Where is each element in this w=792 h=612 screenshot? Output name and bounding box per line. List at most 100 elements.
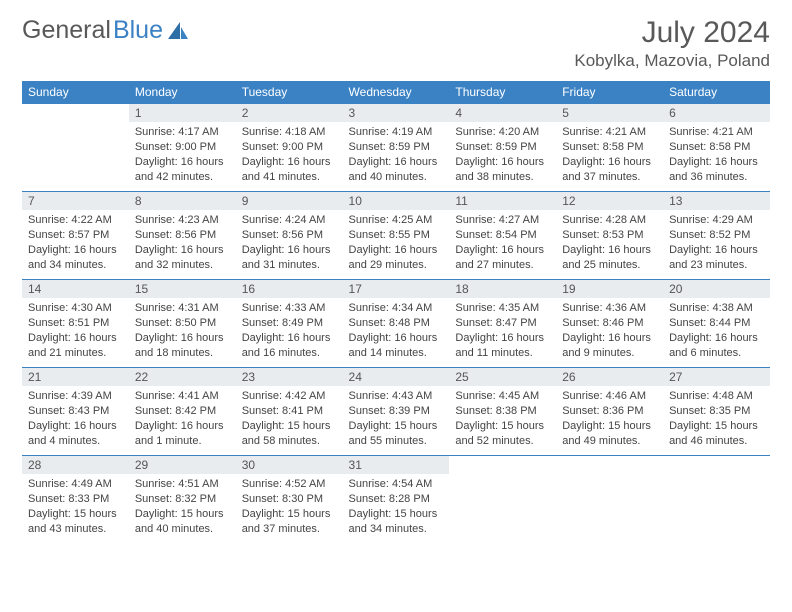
day-number: 28 (22, 455, 129, 474)
day-number: 16 (236, 279, 343, 298)
calendar-table: SundayMondayTuesdayWednesdayThursdayFrid… (22, 81, 770, 543)
daylight-line: Daylight: 16 hours and 27 minutes. (455, 243, 550, 273)
daylight-line: Daylight: 16 hours and 1 minute. (135, 419, 230, 449)
day-number: 17 (343, 279, 450, 298)
sunrise-line: Sunrise: 4:31 AM (135, 301, 230, 316)
daylight-line: Daylight: 16 hours and 36 minutes. (669, 155, 764, 185)
daylight-line: Daylight: 16 hours and 16 minutes. (242, 331, 337, 361)
sunrise-line: Sunrise: 4:36 AM (562, 301, 657, 316)
sunrise-line: Sunrise: 4:38 AM (669, 301, 764, 316)
day-details: Sunrise: 4:29 AMSunset: 8:52 PMDaylight:… (663, 210, 770, 277)
calendar-week-row: 14Sunrise: 4:30 AMSunset: 8:51 PMDayligh… (22, 279, 770, 367)
day-number: 4 (449, 103, 556, 122)
day-number: 2 (236, 103, 343, 122)
calendar-cell (663, 455, 770, 543)
day-number: 30 (236, 455, 343, 474)
day-details: Sunrise: 4:35 AMSunset: 8:47 PMDaylight:… (449, 298, 556, 365)
daylight-line: Daylight: 16 hours and 6 minutes. (669, 331, 764, 361)
calendar-cell: 6Sunrise: 4:21 AMSunset: 8:58 PMDaylight… (663, 103, 770, 191)
day-details: Sunrise: 4:28 AMSunset: 8:53 PMDaylight:… (556, 210, 663, 277)
header: GeneralBlue July 2024 Kobylka, Mazovia, … (22, 16, 770, 71)
sunset-line: Sunset: 8:53 PM (562, 228, 657, 243)
title-block: July 2024 Kobylka, Mazovia, Poland (574, 16, 770, 71)
day-details: Sunrise: 4:42 AMSunset: 8:41 PMDaylight:… (236, 386, 343, 453)
sunset-line: Sunset: 8:54 PM (455, 228, 550, 243)
calendar-cell: 13Sunrise: 4:29 AMSunset: 8:52 PMDayligh… (663, 191, 770, 279)
day-number: 14 (22, 279, 129, 298)
daylight-line: Daylight: 15 hours and 55 minutes. (349, 419, 444, 449)
sunset-line: Sunset: 9:00 PM (242, 140, 337, 155)
daylight-line: Daylight: 16 hours and 18 minutes. (135, 331, 230, 361)
day-number: 21 (22, 367, 129, 386)
sunset-line: Sunset: 8:55 PM (349, 228, 444, 243)
calendar-cell: 12Sunrise: 4:28 AMSunset: 8:53 PMDayligh… (556, 191, 663, 279)
calendar-cell: 31Sunrise: 4:54 AMSunset: 8:28 PMDayligh… (343, 455, 450, 543)
sunset-line: Sunset: 8:42 PM (135, 404, 230, 419)
calendar-cell: 30 Sunrise: 4:52 AMSunset: 8:30 PMDayligh… (236, 455, 343, 543)
day-number: 12 (556, 191, 663, 210)
day-number: 24 (343, 367, 450, 386)
brand-word2: Blue (113, 16, 163, 45)
daylight-line: Daylight: 16 hours and 34 minutes. (28, 243, 123, 273)
daylight-line: Daylight: 15 hours and 37 minutes. (242, 507, 337, 537)
day-details: Sunrise: 4:21 AMSunset: 8:58 PMDaylight:… (663, 122, 770, 189)
daylight-line: Daylight: 15 hours and 49 minutes. (562, 419, 657, 449)
day-number: 25 (449, 367, 556, 386)
calendar-cell: 27Sunrise: 4:48 AMSunset: 8:35 PMDayligh… (663, 367, 770, 455)
day-details: Sunrise: 4:36 AMSunset: 8:46 PMDaylight:… (556, 298, 663, 365)
calendar-cell: 29Sunrise: 4:51 AMSunset: 8:32 PMDayligh… (129, 455, 236, 543)
sunset-line: Sunset: 8:44 PM (669, 316, 764, 331)
daylight-line: Daylight: 16 hours and 11 minutes. (455, 331, 550, 361)
calendar-cell: 28Sunrise: 4:49 AMSunset: 8:33 PMDayligh… (22, 455, 129, 543)
day-details: Sunrise: 4:21 AMSunset: 8:58 PMDaylight:… (556, 122, 663, 189)
empty-day-strip (556, 455, 663, 474)
sunrise-line: Sunrise: 4:25 AM (349, 213, 444, 228)
day-details: Sunrise: 4:23 AMSunset: 8:56 PMDaylight:… (129, 210, 236, 277)
day-details: Sunrise: 4:49 AMSunset: 8:33 PMDaylight:… (22, 474, 129, 541)
sunrise-line: Sunrise: 4:29 AM (669, 213, 764, 228)
brand-word1: General (22, 16, 111, 45)
sunrise-line: Sunrise: 4:45 AM (455, 389, 550, 404)
day-details: Sunrise: 4:34 AMSunset: 8:48 PMDaylight:… (343, 298, 450, 365)
sunrise-line: Sunrise: 4:30 AM (28, 301, 123, 316)
sunrise-line: Sunrise: 4:52 AM (242, 477, 337, 492)
sunset-line: Sunset: 8:32 PM (135, 492, 230, 507)
sunrise-line: Sunrise: 4:48 AM (669, 389, 764, 404)
day-number: 31 (343, 455, 450, 474)
sunset-line: Sunset: 8:58 PM (669, 140, 764, 155)
weekday-header: Friday (556, 81, 663, 103)
weekday-header: Monday (129, 81, 236, 103)
day-details: Sunrise: 4:22 AMSunset: 8:57 PMDaylight:… (22, 210, 129, 277)
day-details: Sunrise: 4:38 AMSunset: 8:44 PMDaylight:… (663, 298, 770, 365)
sunset-line: Sunset: 8:49 PM (242, 316, 337, 331)
sunrise-line: Sunrise: 4:49 AM (28, 477, 123, 492)
calendar-cell: 20Sunrise: 4:38 AMSunset: 8:44 PMDayligh… (663, 279, 770, 367)
sunrise-line: Sunrise: 4:54 AM (349, 477, 444, 492)
calendar-cell: 2 Sunrise: 4:18 AMSunset: 9:00 PMDaylight… (236, 103, 343, 191)
day-number: 23 (236, 367, 343, 386)
sunrise-line: Sunrise: 4:24 AM (242, 213, 337, 228)
weekday-header: Tuesday (236, 81, 343, 103)
sunset-line: Sunset: 8:30 PM (242, 492, 337, 507)
calendar-cell: 16Sunrise: 4:33 AMSunset: 8:49 PMDayligh… (236, 279, 343, 367)
sunset-line: Sunset: 8:28 PM (349, 492, 444, 507)
calendar-cell: 5Sunrise: 4:21 AMSunset: 8:58 PMDaylight… (556, 103, 663, 191)
sunset-line: Sunset: 8:50 PM (135, 316, 230, 331)
day-number: 9 (236, 191, 343, 210)
sunrise-line: Sunrise: 4:34 AM (349, 301, 444, 316)
day-details: Sunrise: 4:17 AMSunset: 9:00 PMDaylight:… (129, 122, 236, 189)
daylight-line: Daylight: 16 hours and 4 minutes. (28, 419, 123, 449)
calendar-week-row: 28Sunrise: 4:49 AMSunset: 8:33 PMDayligh… (22, 455, 770, 543)
sunset-line: Sunset: 8:46 PM (562, 316, 657, 331)
sunrise-line: Sunrise: 4:18 AM (242, 125, 337, 140)
day-details: Sunrise: 4:31 AMSunset: 8:50 PMDaylight:… (129, 298, 236, 365)
calendar-cell: 7Sunrise: 4:22 AMSunset: 8:57 PMDaylight… (22, 191, 129, 279)
daylight-line: Daylight: 16 hours and 41 minutes. (242, 155, 337, 185)
day-details: Sunrise: 4:27 AMSunset: 8:54 PMDaylight:… (449, 210, 556, 277)
day-details: Sunrise: 4:24 AMSunset: 8:56 PMDaylight:… (236, 210, 343, 277)
calendar-week-row: 1Sunrise: 4:17 AMSunset: 9:00 PMDaylight… (22, 103, 770, 191)
day-details: Sunrise: 4:43 AMSunset: 8:39 PMDaylight:… (343, 386, 450, 453)
sunrise-line: Sunrise: 4:27 AM (455, 213, 550, 228)
sunset-line: Sunset: 8:41 PM (242, 404, 337, 419)
daylight-line: Daylight: 16 hours and 23 minutes. (669, 243, 764, 273)
